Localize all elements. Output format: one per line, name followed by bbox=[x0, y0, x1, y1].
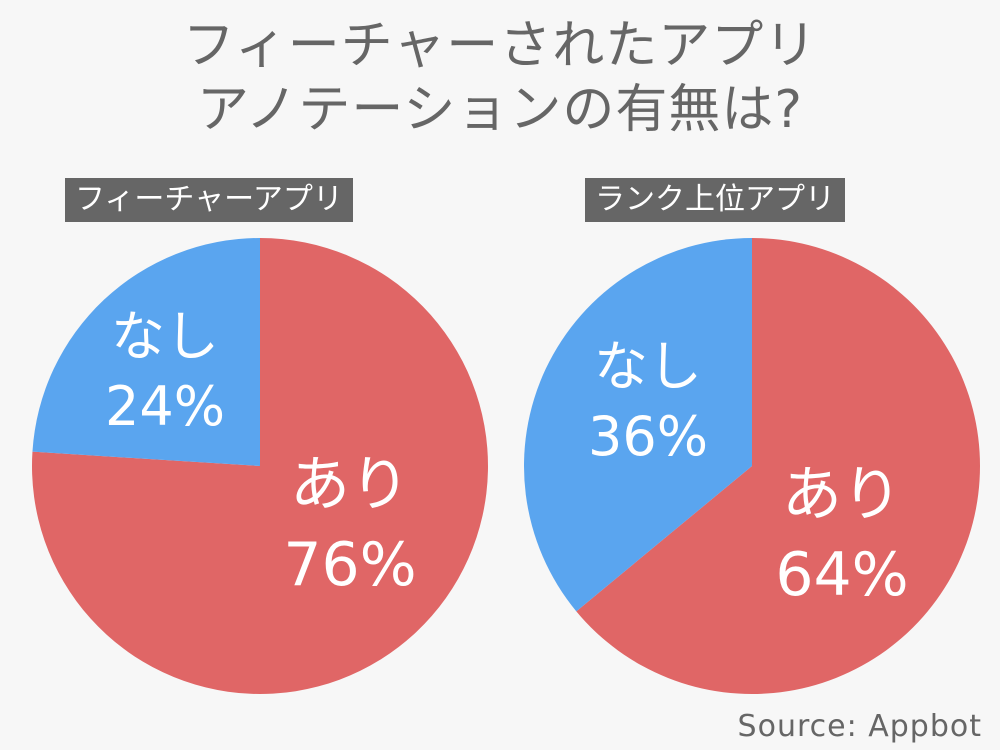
pie-2-slice-label-no: なし bbox=[594, 335, 702, 398]
pie-2-slice-value-no: 36% bbox=[588, 405, 708, 468]
chart-title-top-ranked-apps: ランク上位アプリ bbox=[585, 178, 845, 222]
pie-1-slice-label-yes: あり bbox=[290, 450, 410, 520]
pie-2-slice-value-yes: 64% bbox=[775, 540, 908, 610]
page-title-line-2: アノテーションの有無は? bbox=[197, 80, 803, 140]
pie-2-slice-yes bbox=[576, 238, 981, 694]
chart-title-featured-apps: フィーチャーアプリ bbox=[65, 178, 353, 222]
page-title-line-1: フィーチャーされたアプリ bbox=[182, 16, 818, 76]
pie-2-slice-no bbox=[524, 238, 752, 612]
page-title: フィーチャーされたアプリ アノテーションの有無は? bbox=[0, 14, 1000, 142]
pie-1-slice-value-no: 24% bbox=[105, 375, 225, 438]
pie-1-slice-no bbox=[32, 238, 260, 466]
pie-2-slice-label-yes: あり bbox=[782, 460, 902, 530]
pie-1-slice-label-no: なし bbox=[111, 305, 219, 368]
pie-1-slice-value-yes: 76% bbox=[283, 530, 416, 600]
source-credit: Source: Appbot bbox=[737, 709, 982, 744]
